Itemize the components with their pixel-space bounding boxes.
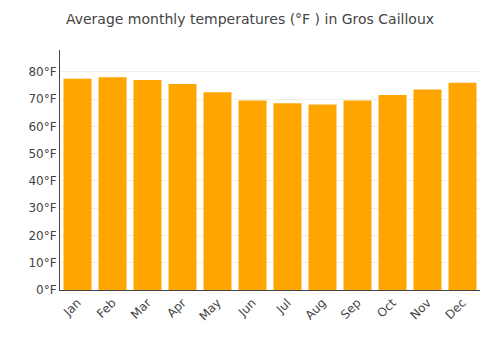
svg-text:80°F: 80°F [28, 65, 56, 79]
svg-text:30°F: 30°F [28, 201, 56, 215]
svg-text:Nov: Nov [407, 296, 433, 322]
svg-text:70°F: 70°F [28, 92, 56, 106]
svg-text:10°F: 10°F [28, 256, 56, 270]
svg-text:20°F: 20°F [28, 229, 56, 243]
svg-text:Sep: Sep [338, 296, 364, 322]
svg-text:May: May [196, 296, 223, 323]
svg-text:Dec: Dec [443, 296, 469, 322]
svg-text:Feb: Feb [94, 296, 119, 321]
svg-text:Aug: Aug [302, 296, 328, 322]
svg-text:60°F: 60°F [28, 120, 56, 134]
svg-text:Oct: Oct [374, 296, 399, 321]
svg-text:Jun: Jun [235, 296, 259, 320]
svg-text:40°F: 40°F [28, 174, 56, 188]
svg-text:Jul: Jul [273, 296, 294, 317]
svg-text:Jan: Jan [60, 296, 84, 320]
svg-text:Apr: Apr [164, 296, 189, 321]
svg-text:Average monthly temperatures (: Average monthly temperatures (°F ) in Gr… [66, 11, 434, 27]
svg-text:50°F: 50°F [28, 147, 56, 161]
svg-text:0°F: 0°F [36, 283, 57, 297]
svg-text:Mar: Mar [128, 296, 154, 322]
